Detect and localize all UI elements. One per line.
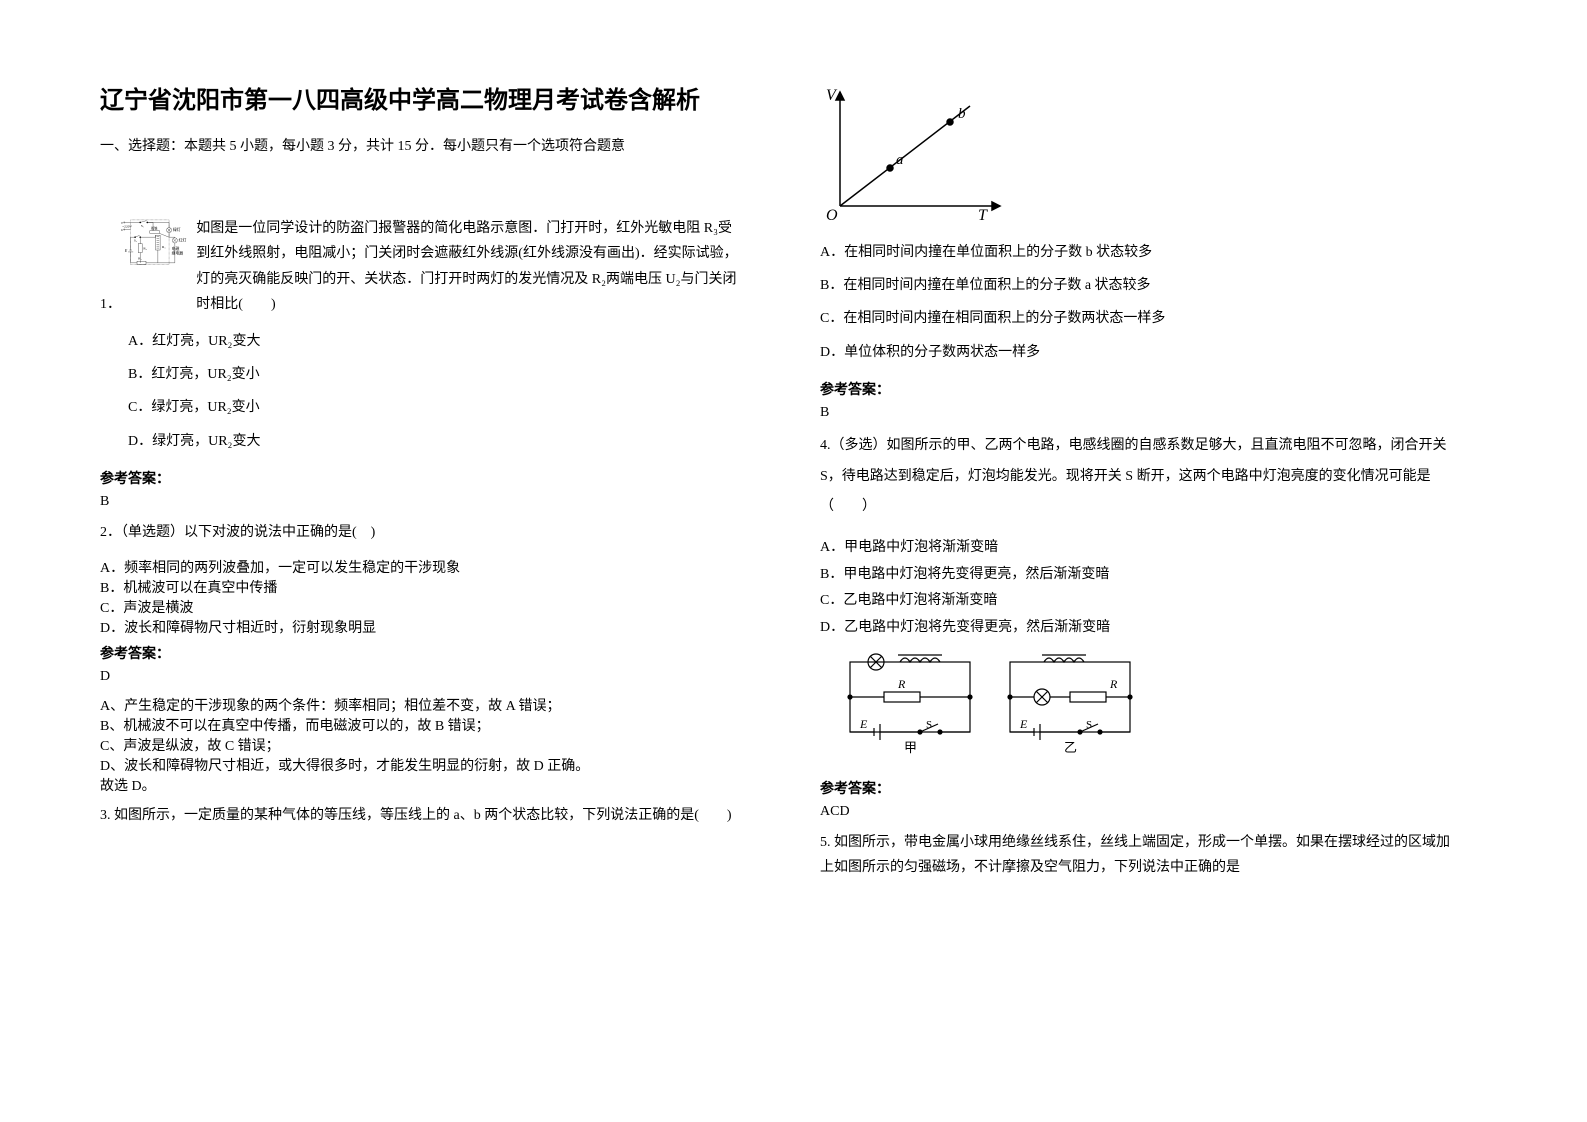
q4-answer-label: 参考答案： <box>820 778 1460 798</box>
q4-option-b: B．甲电路中灯泡将先变得更亮，然后渐渐变暗 <box>820 562 1460 589</box>
svg-text:R: R <box>897 677 906 691</box>
svg-text:b: b <box>958 106 966 122</box>
svg-text:S₂: S₂ <box>134 239 138 243</box>
q3-vt-graph: V O T a b <box>820 86 1020 226</box>
svg-text:V: V <box>826 87 838 104</box>
question-3-stem: 3. 如图所示，一定质量的某种气体的等压线，等压线上的 a、b 两个状态比较，下… <box>100 803 740 828</box>
q4-circuits: L R E S 甲 <box>840 652 1140 762</box>
q2-exp-e: 故选 D。 <box>100 775 740 795</box>
svg-text:L: L <box>915 652 923 655</box>
q2-option-d: D．波长和障碍物尺寸相近时，衍射现象明显 <box>100 617 740 637</box>
q3-option-b: B．在相同时间内撞在单位面积上的分子数 a 状态较多 <box>820 273 1460 298</box>
svg-text:T: T <box>978 207 988 224</box>
q1-stem: 如图是一位同学设计的防盗门报警器的简化电路示意图．门打开时，红外光敏电阻 R₃受… <box>196 216 740 317</box>
svg-text:红灯: 红灯 <box>179 238 187 243</box>
q2-exp-a: A、产生稳定的干涉现象的两个条件：频率相同；相位差不变，故 A 错误； <box>100 695 740 715</box>
svg-text:E: E <box>124 249 128 253</box>
q3-answer-label: 参考答案： <box>820 379 1460 399</box>
svg-text:R₂: R₂ <box>143 246 147 250</box>
q1-option-a: A．红灯亮，UR₂变大 <box>128 329 740 354</box>
q1-option-d: D．绿灯亮，UR₂变大 <box>128 429 740 454</box>
svg-text:R₁: R₁ <box>138 257 142 261</box>
question-4-stem: 4.（多选）如图所示的甲、乙两个电路，电感线圈的自感系数足够大，且直流电阻不可忽… <box>820 431 1460 523</box>
left-column: 辽宁省沈阳市第一八四高级中学高二物理月考试卷含解析 一、选择题：本题共 5 小题… <box>100 80 740 892</box>
q1-answer: B <box>100 494 740 510</box>
exam-title: 辽宁省沈阳市第一八四高级中学高二物理月考试卷含解析 <box>100 80 740 115</box>
svg-text:S₁: S₁ <box>141 224 144 228</box>
q2-option-a: A．频率相同的两列波叠加，一定可以发生稳定的干涉现象 <box>100 557 740 577</box>
svg-text:E: E <box>1019 717 1028 731</box>
q2-option-c: C．声波是横波 <box>100 597 740 617</box>
q4-option-c: C．乙电路中灯泡将渐渐变暗 <box>820 588 1460 615</box>
q1-answer-label: 参考答案： <box>100 468 740 488</box>
exam-page: 辽宁省沈阳市第一八四高级中学高二物理月考试卷含解析 一、选择题：本题共 5 小题… <box>0 0 1587 932</box>
svg-text:乙: 乙 <box>1064 740 1077 755</box>
q1-option-c: C．绿灯亮，UR₂变小 <box>128 395 740 420</box>
q4-option-a: A．甲电路中灯泡将渐渐变暗 <box>820 535 1460 562</box>
q2-exp-c: C、声波是纵波，故 C 错误； <box>100 735 740 755</box>
q2-exp-b: B、机械波不可以在真空中传播，而电磁波可以的，故 B 错误； <box>100 715 740 735</box>
svg-text:绿灯: 绿灯 <box>173 227 181 232</box>
q3-answer: B <box>820 405 1460 421</box>
question-5-stem: 5. 如图所示，带电金属小球用绝缘丝线系住，丝线上端固定，形成一个单摆。如果在摆… <box>820 830 1460 880</box>
q4-answer: ACD <box>820 804 1460 820</box>
svg-text:继电器: 继电器 <box>172 250 184 255</box>
svg-text:L: L <box>1059 652 1067 655</box>
svg-text:S: S <box>926 719 932 731</box>
q3-option-c: C．在相同时间内撞在相同面积上的分子数两状态一样多 <box>820 306 1460 331</box>
q1-figure-row: 1． a b ~220V <box>100 167 740 317</box>
q2-exp-d: D、波长和障碍物尺寸相近，或大得很多时，才能发生明显的衍射，故 D 正确。 <box>100 755 740 775</box>
svg-text:R₃: R₃ <box>162 245 166 249</box>
q2-answer: D <box>100 669 740 685</box>
q1-circuit-diagram: a b ~220V S₁ <box>121 167 188 317</box>
svg-text:a: a <box>896 152 904 168</box>
q2-answer-label: 参考答案： <box>100 643 740 663</box>
svg-text:甲: 甲 <box>904 740 917 755</box>
svg-text:O: O <box>826 207 838 224</box>
svg-text:电磁: 电磁 <box>172 246 180 251</box>
question-1: 1． a b ~220V <box>100 167 740 317</box>
svg-text:S: S <box>1086 719 1092 731</box>
q4-option-d: D．乙电路中灯泡将先变得更亮，然后渐渐变暗 <box>820 615 1460 642</box>
section-1-heading: 一、选择题：本题共 5 小题，每小题 3 分，共计 15 分．每小题只有一个选项… <box>100 135 740 155</box>
right-column: V O T a b A．在相同时间内撞在单位面积上的分子数 b 状态较多 B．在… <box>820 80 1460 892</box>
svg-text:~220V: ~220V <box>122 225 132 229</box>
svg-text:a: a <box>121 221 123 225</box>
q3-option-a: A．在相同时间内撞在单位面积上的分子数 b 状态较多 <box>820 240 1460 265</box>
question-2-stem: 2．（单选题）以下对波的说法中正确的是( ) <box>100 520 740 545</box>
svg-text:R: R <box>1109 677 1118 691</box>
q3-option-d: D．单位体积的分子数两状态一样多 <box>820 340 1460 365</box>
q1-option-b: B．红灯亮，UR₂变小 <box>128 362 740 387</box>
q1-number: 1． <box>100 292 121 317</box>
q2-option-b: B．机械波可以在真空中传播 <box>100 577 740 597</box>
svg-text:衔铁: 衔铁 <box>151 226 158 231</box>
svg-text:E: E <box>859 717 868 731</box>
